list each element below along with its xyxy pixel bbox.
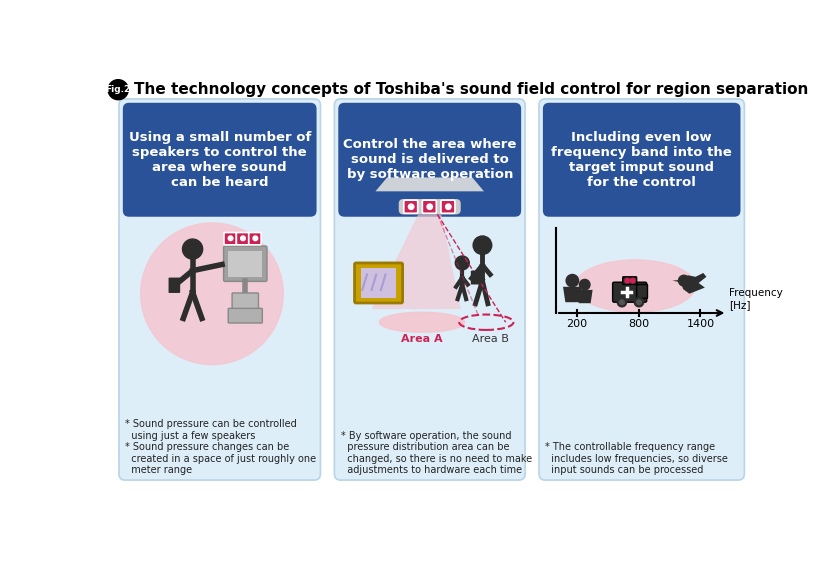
Circle shape <box>631 278 635 283</box>
Circle shape <box>240 236 245 241</box>
Circle shape <box>408 204 414 210</box>
FancyBboxPatch shape <box>224 232 236 245</box>
Text: 800: 800 <box>628 319 649 329</box>
FancyBboxPatch shape <box>441 200 455 213</box>
Text: * The controllable frequency range
  includes low frequencies, so diverse
  inpu: * The controllable frequency range inclu… <box>545 442 728 475</box>
FancyBboxPatch shape <box>119 99 320 480</box>
Circle shape <box>566 275 579 287</box>
Text: Frequency
[Hz]: Frequency [Hz] <box>729 288 783 310</box>
Text: 200: 200 <box>566 319 587 329</box>
FancyBboxPatch shape <box>404 200 417 213</box>
Polygon shape <box>563 287 581 302</box>
Circle shape <box>182 239 202 259</box>
FancyBboxPatch shape <box>232 293 259 312</box>
Text: Fig.2: Fig.2 <box>106 85 131 94</box>
Circle shape <box>634 298 643 307</box>
Circle shape <box>620 300 624 305</box>
Text: Area B: Area B <box>472 334 508 344</box>
FancyBboxPatch shape <box>334 99 525 480</box>
Ellipse shape <box>575 260 696 312</box>
FancyBboxPatch shape <box>470 271 481 285</box>
Circle shape <box>617 298 627 307</box>
Text: * Sound pressure can be controlled
  using just a few speakers
* Sound pressure : * Sound pressure can be controlled using… <box>125 419 317 475</box>
Text: * By software operation, the sound
  pressure distribution area can be
  changed: * By software operation, the sound press… <box>340 431 532 475</box>
Polygon shape <box>672 280 680 282</box>
Circle shape <box>445 204 451 210</box>
FancyBboxPatch shape <box>612 282 647 302</box>
Text: The technology concepts of Toshiba's sound field control for region separation: The technology concepts of Toshiba's sou… <box>134 82 809 97</box>
FancyBboxPatch shape <box>360 268 396 298</box>
Text: Including even low
frequency band into the
target imput sound
for the control: Including even low frequency band into t… <box>551 131 732 189</box>
Text: Control the area where
sound is delivered to
by software operation: Control the area where sound is delivere… <box>343 139 517 181</box>
Polygon shape <box>681 273 706 294</box>
Polygon shape <box>577 290 593 303</box>
Text: 1400: 1400 <box>686 319 715 329</box>
Circle shape <box>625 278 630 283</box>
Circle shape <box>679 275 690 286</box>
Circle shape <box>108 80 129 100</box>
Circle shape <box>228 236 233 241</box>
FancyBboxPatch shape <box>539 99 744 480</box>
Circle shape <box>473 236 491 255</box>
Circle shape <box>253 236 258 241</box>
FancyBboxPatch shape <box>249 232 261 245</box>
FancyBboxPatch shape <box>354 263 402 303</box>
FancyBboxPatch shape <box>423 200 436 213</box>
Circle shape <box>427 204 433 210</box>
FancyBboxPatch shape <box>236 232 249 245</box>
Ellipse shape <box>380 312 465 332</box>
Circle shape <box>455 256 470 270</box>
FancyBboxPatch shape <box>339 103 521 217</box>
FancyBboxPatch shape <box>228 251 262 277</box>
Polygon shape <box>375 177 484 191</box>
FancyBboxPatch shape <box>399 199 460 214</box>
FancyBboxPatch shape <box>543 103 741 217</box>
Circle shape <box>637 300 641 305</box>
Text: Using a small number of
speakers to control the
area where sound
can be heard: Using a small number of speakers to cont… <box>129 131 311 189</box>
Circle shape <box>140 223 283 365</box>
FancyBboxPatch shape <box>123 103 317 217</box>
Text: Area A: Area A <box>402 334 443 344</box>
FancyBboxPatch shape <box>169 278 180 293</box>
FancyBboxPatch shape <box>637 285 648 298</box>
FancyBboxPatch shape <box>223 246 267 281</box>
FancyBboxPatch shape <box>622 277 637 285</box>
Polygon shape <box>371 214 460 309</box>
Circle shape <box>580 279 590 290</box>
FancyBboxPatch shape <box>228 308 262 323</box>
